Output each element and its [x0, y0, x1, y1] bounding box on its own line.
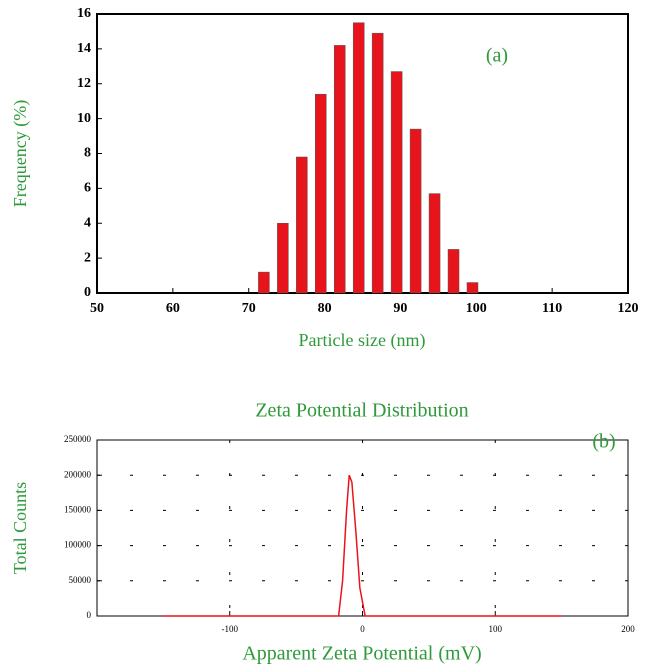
- y-tick-label: 6: [84, 181, 91, 196]
- x-tick-label: 110: [542, 301, 562, 316]
- y-tick-label: 100000: [64, 540, 92, 550]
- x-tick-label: 0: [360, 624, 365, 634]
- bar: [409, 128, 422, 294]
- x-tick-label: 80: [318, 301, 332, 316]
- annotation: (a): [486, 45, 508, 67]
- bar: [277, 223, 289, 294]
- x-tick-label: 200: [621, 624, 635, 634]
- y-tick-label: 16: [77, 6, 91, 21]
- y-tick-label: 12: [77, 76, 91, 91]
- y-tick-label: 150000: [64, 504, 92, 514]
- x-tick-label: 100: [466, 301, 487, 316]
- y-tick-label: 10: [77, 111, 91, 126]
- plot-frame: [96, 439, 629, 617]
- bar: [296, 156, 308, 294]
- y-tick-label: 4: [84, 215, 91, 230]
- bar: [371, 32, 384, 294]
- x-axis-label: Particle size (nm): [299, 330, 426, 351]
- line: [163, 474, 562, 617]
- y-tick-label: 0: [87, 610, 92, 620]
- y-axis-label: Total Counts: [10, 482, 30, 574]
- y-tick-label: 2: [84, 250, 91, 265]
- x-tick-label: 60: [166, 301, 180, 316]
- bar: [428, 193, 441, 294]
- x-tick-label: 120: [618, 301, 639, 316]
- bar: [466, 282, 479, 294]
- bar: [352, 22, 365, 294]
- y-tick-label: 50000: [69, 575, 92, 585]
- annotation: (b): [592, 431, 615, 453]
- y-tick-label: 14: [77, 41, 91, 56]
- x-tick-label: 70: [242, 301, 256, 316]
- x-tick-label: -100: [222, 624, 239, 634]
- x-tick-label: 90: [393, 301, 407, 316]
- bar: [315, 93, 327, 294]
- x-tick-label: 50: [90, 301, 104, 316]
- y-tick-label: 0: [84, 285, 91, 300]
- bar: [333, 45, 346, 294]
- chart-title: Zeta Potential Distribution: [255, 400, 468, 422]
- bar: [447, 249, 460, 294]
- y-tick-label: 250000: [64, 434, 92, 444]
- bar: [258, 271, 270, 294]
- y-tick-label: 8: [84, 146, 91, 161]
- y-tick-label: 200000: [64, 469, 92, 479]
- x-axis-label: Apparent Zeta Potential (mV): [242, 643, 481, 665]
- x-tick-label: 100: [489, 624, 503, 634]
- bar: [390, 71, 403, 294]
- y-axis-label: Frequency (%): [10, 100, 31, 207]
